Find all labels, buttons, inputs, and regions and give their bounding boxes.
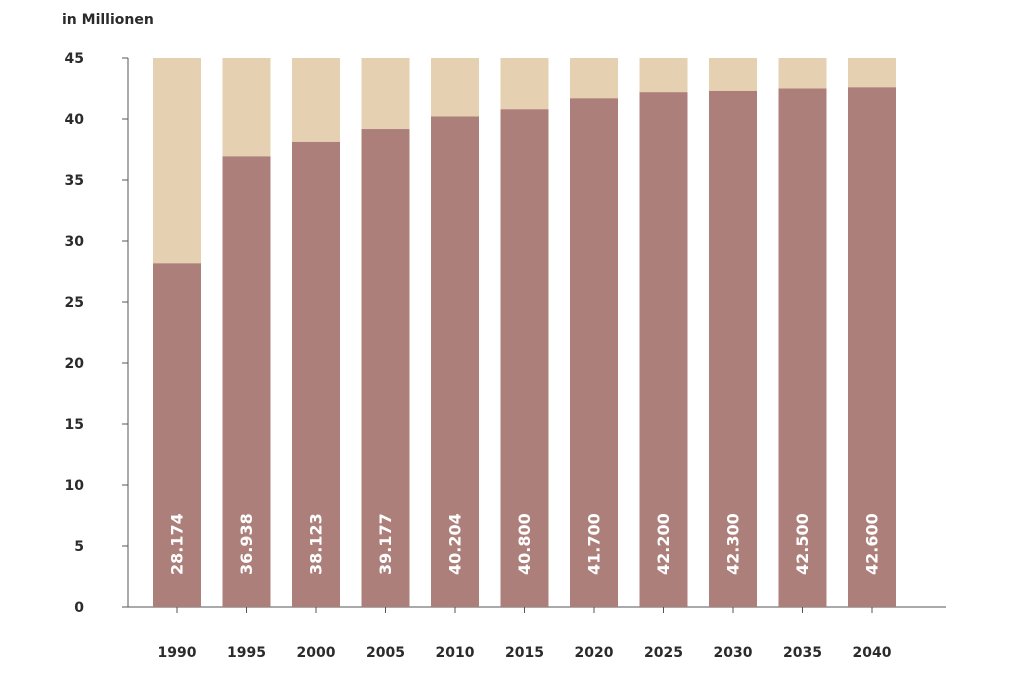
bar-value-label: 41.700 — [585, 513, 604, 575]
y-tick-label: 40 — [65, 112, 85, 128]
bar-value-segment — [848, 87, 896, 607]
bar-value-label: 42.500 — [793, 513, 812, 575]
bar-remainder-segment — [639, 58, 688, 93]
bar-value-segment — [709, 90, 757, 607]
bar-value-segment — [778, 88, 827, 607]
y-tick-label: 45 — [65, 51, 84, 67]
bar-remainder-segment — [222, 58, 271, 157]
bar-remainder-segment — [292, 58, 340, 142]
bar-value-segment — [292, 141, 340, 607]
y-axis: 0 5 10 15 20 25 30 35 40 45 — [65, 51, 129, 616]
x-tick-label: 2035 — [783, 645, 822, 661]
x-tick-label: 1990 — [158, 645, 197, 661]
bar-value-label: 38.123 — [307, 513, 326, 575]
bar-value-segment — [153, 263, 201, 607]
bars: 28.174 36.938 38.123 39.177 40.204 40.800 41.7… — [153, 58, 896, 608]
bar-value-label: 42.200 — [654, 513, 673, 575]
bar-value-segment — [361, 129, 410, 608]
y-tick-label: 30 — [65, 234, 85, 250]
bar-value-label: 39.177 — [376, 513, 395, 575]
bar-remainder-segment — [570, 58, 618, 99]
bar-value-segment — [639, 92, 688, 607]
y-tick-label: 20 — [65, 356, 85, 372]
x-tick-label: 2005 — [366, 645, 405, 661]
bar-value-label: 42.600 — [863, 513, 882, 575]
x-tick-label: 1995 — [227, 645, 266, 661]
bar-value-label: 28.174 — [168, 513, 187, 575]
y-tick-label: 10 — [65, 478, 85, 494]
bar-remainder-segment — [709, 58, 757, 91]
bar-remainder-segment — [500, 58, 549, 110]
bar-value-label: 36.938 — [237, 513, 256, 575]
x-tick-label: 2010 — [436, 645, 475, 661]
bar-remainder-segment — [778, 58, 827, 89]
y-tick-label: 35 — [65, 173, 84, 189]
bar-value-segment — [500, 109, 549, 608]
x-tick-label: 2030 — [714, 645, 753, 661]
unit-label: in Millionen — [62, 12, 154, 28]
x-tick-label: 2040 — [853, 645, 892, 661]
bar-value-segment — [431, 116, 479, 607]
y-tick-label: 15 — [65, 417, 84, 433]
bar-value-label: 40.204 — [446, 513, 465, 575]
x-tick-label: 2000 — [297, 645, 336, 661]
x-tick-label: 2025 — [644, 645, 683, 661]
bar-value-segment — [222, 156, 271, 608]
x-tick-label: 2015 — [505, 645, 544, 661]
y-tick-label: 25 — [65, 295, 84, 311]
bar-remainder-segment — [848, 58, 896, 88]
y-tick-label: 5 — [74, 539, 84, 555]
bar-remainder-segment — [361, 58, 410, 130]
bar-remainder-segment — [431, 58, 479, 117]
bar-value-segment — [570, 98, 618, 607]
bar-value-label: 40.800 — [515, 513, 534, 575]
y-tick-label: 0 — [74, 600, 84, 616]
bar-remainder-segment — [153, 58, 201, 264]
x-axis: 1990 1995 2000 2005 2010 2015 2020 2025 2030 2035… — [122, 606, 946, 661]
bar-value-label: 42.300 — [724, 513, 743, 575]
x-tick-label: 2020 — [575, 645, 614, 661]
